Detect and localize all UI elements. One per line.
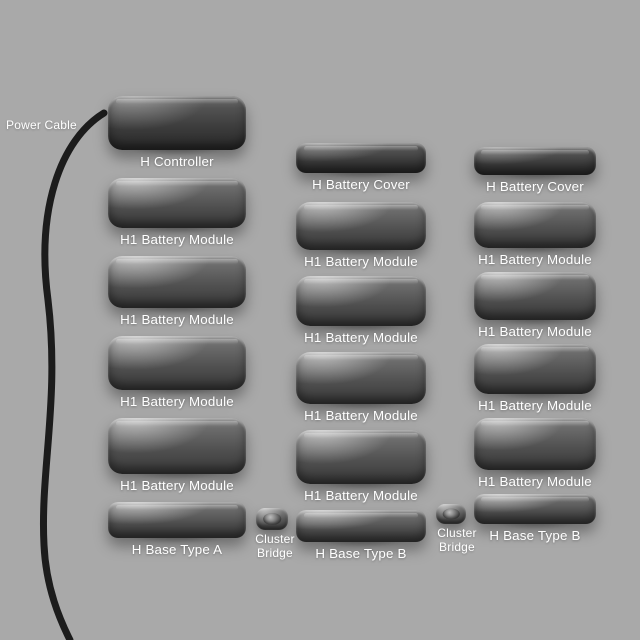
module-col1-6 [108, 502, 246, 538]
module-col3-4 [474, 344, 596, 394]
module-col1-1 [108, 96, 246, 150]
module-label-col1-1: H Controller [108, 154, 246, 169]
module-col3-1 [474, 147, 596, 175]
module-col2-1 [296, 143, 426, 173]
module-col3-2 [474, 202, 596, 248]
module-col2-2 [296, 202, 426, 250]
module-label-col3-3: H1 Battery Module [474, 324, 596, 339]
module-col3-6 [474, 494, 596, 524]
module-col2-3 [296, 276, 426, 326]
diagram-stage: Power Cable H Controller H1 Battery Module… [0, 0, 640, 640]
module-label-col1-3: H1 Battery Module [108, 312, 246, 327]
module-label-col3-4: H1 Battery Module [474, 398, 596, 413]
module-label-col1-5: H1 Battery Module [108, 478, 246, 493]
module-label-col3-1: H Battery Cover [474, 179, 596, 194]
module-label-col1-4: H1 Battery Module [108, 394, 246, 409]
module-label-col3-2: H1 Battery Module [474, 252, 596, 267]
module-label-col1-6: H Base Type A [108, 542, 246, 557]
module-col1-3 [108, 256, 246, 308]
cluster-bridge-2 [436, 504, 466, 524]
module-col1-5 [108, 418, 246, 474]
cluster-bridge-label-2: Cluster Bridge [430, 527, 484, 555]
cluster-bridge-label-1: Cluster Bridge [248, 533, 302, 561]
module-label-col1-2: H1 Battery Module [108, 232, 246, 247]
module-label-col3-5: H1 Battery Module [474, 474, 596, 489]
cluster-bridge-1 [256, 508, 288, 530]
module-label-col2-5: H1 Battery Module [296, 488, 426, 503]
module-col1-4 [108, 336, 246, 390]
module-col3-5 [474, 418, 596, 470]
module-col2-4 [296, 352, 426, 404]
module-label-col3-6: H Base Type B [474, 528, 596, 543]
module-label-col2-1: H Battery Cover [296, 177, 426, 192]
module-col2-6 [296, 510, 426, 542]
module-label-col2-3: H1 Battery Module [296, 330, 426, 345]
power-cable-label: Power Cable [6, 118, 77, 132]
module-label-col2-6: H Base Type B [296, 546, 426, 561]
module-col3-3 [474, 272, 596, 320]
module-label-col2-2: H1 Battery Module [296, 254, 426, 269]
module-col2-5 [296, 430, 426, 484]
module-label-col2-4: H1 Battery Module [296, 408, 426, 423]
module-col1-2 [108, 178, 246, 228]
